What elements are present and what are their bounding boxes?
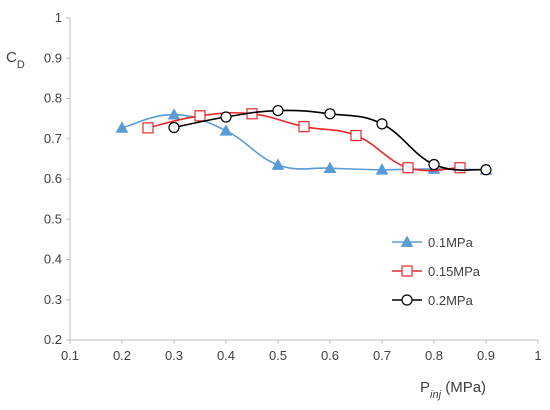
y-tick-label: 0.2	[44, 332, 62, 347]
legend-label: 0.15MPa	[428, 264, 481, 279]
data-point	[428, 158, 440, 171]
data-point	[480, 164, 492, 176]
x-tick-label: 0.6	[321, 348, 339, 363]
x-tick-label: 0.4	[217, 348, 235, 363]
x-axis-title-main: P	[420, 379, 430, 396]
tick-labels: 0.1 0.2 0.3 0.4 0.5 0.6 0.7 0.8 0.9 10.20.30.40.5…	[44, 10, 542, 363]
x-axis-title-unit: (MPa)	[441, 379, 486, 396]
legend-marker	[401, 265, 413, 277]
x-axis-title-sub: inj	[430, 389, 442, 401]
x-tick-label: 0.9	[477, 348, 495, 363]
data-point	[115, 121, 129, 133]
y-tick-label: 0.8	[44, 91, 62, 106]
y-tick-label: 0.9	[44, 50, 62, 65]
data-point	[402, 162, 414, 174]
y-tick-label: 0.4	[44, 252, 62, 267]
legend-label: 0.1MPa	[428, 235, 474, 250]
data-point	[350, 129, 362, 142]
y-tick-label: 0.7	[44, 131, 62, 146]
data-point	[454, 162, 466, 174]
x-tick-label: 0.1	[61, 348, 79, 363]
data-point	[271, 158, 285, 170]
legend-marker	[401, 294, 413, 306]
series-2	[168, 104, 492, 176]
data-point	[324, 108, 336, 120]
data-point	[220, 111, 232, 123]
series-layer	[115, 104, 493, 176]
data-point	[168, 121, 180, 134]
y-tick-label: 0.5	[44, 211, 62, 226]
x-tick-label: 0.8	[425, 348, 443, 363]
x-tick-label: 0.7	[373, 348, 391, 363]
data-point	[376, 118, 388, 130]
y-axis-title-sub: D	[17, 59, 25, 71]
data-point	[194, 110, 206, 122]
data-point	[272, 104, 284, 117]
legend: 0.1MPa 0.15MPa 0.2MPa	[392, 235, 481, 308]
x-tick-label: 0.3	[165, 348, 183, 363]
y-axis-title: CD	[6, 49, 25, 71]
y-tick-label: 0.3	[44, 292, 62, 307]
axes	[69, 18, 538, 341]
x-tick-label: 0.2	[113, 348, 131, 363]
series-line	[121, 113, 487, 171]
y-tick-label: 1	[55, 10, 62, 25]
data-point	[142, 122, 154, 134]
y-tick-label: 0.6	[44, 171, 62, 186]
data-point	[167, 108, 181, 120]
x-tick-label: 1	[534, 348, 541, 363]
data-point	[375, 163, 389, 175]
x-axis-title: Pinj (MPa)	[420, 379, 486, 401]
legend-marker	[400, 235, 414, 247]
x-tick-label: 0.5	[269, 348, 287, 363]
series-1	[142, 108, 466, 174]
data-point	[219, 124, 233, 136]
data-point	[323, 161, 337, 174]
data-point	[298, 121, 310, 133]
legend-label: 0.2MPa	[428, 293, 474, 308]
y-axis-title-main: C	[6, 49, 17, 66]
